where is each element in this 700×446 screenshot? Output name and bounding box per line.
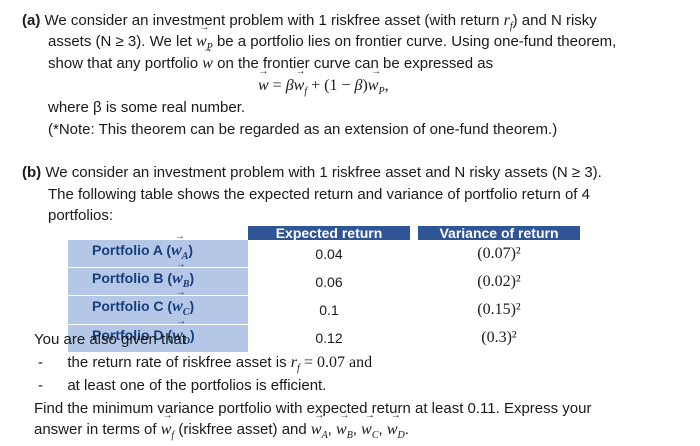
table-row: Portfolio B (wB) 0.06 (0.02)² bbox=[68, 267, 580, 297]
row-name: Portfolio B (wB) bbox=[68, 267, 248, 297]
row-return: 0.1 bbox=[319, 301, 339, 318]
part-b-line-1: (b) We consider an investment problem wi… bbox=[22, 163, 602, 183]
part-b-given: You are also given that bbox=[34, 331, 187, 348]
part-b-bullet-2: - at least one of the portfolios is effi… bbox=[38, 376, 326, 396]
part-b-find-1: Find the minimum variance portfolio with… bbox=[34, 400, 592, 417]
part-b-bullet-1: - the return rate of riskfree asset is r… bbox=[38, 353, 372, 379]
table-row: Portfolio C (wC) 0.1 (0.15)² bbox=[68, 295, 580, 325]
bullet-1-value: = 0.07 and bbox=[303, 354, 373, 371]
row-name: Portfolio A (wA) bbox=[68, 240, 248, 269]
part-a-text-3: show that any portfolio bbox=[48, 55, 203, 72]
header-expected-return: Expected return bbox=[248, 226, 410, 240]
part-a-where: where β is some real number. bbox=[48, 99, 246, 116]
table-row: Portfolio D (wD) 0.12 (0.3)² bbox=[68, 324, 580, 353]
bullet-dash: - bbox=[38, 377, 43, 394]
part-a-text-2-end: be a portfolio lies on frontier curve. U… bbox=[212, 33, 617, 50]
row-name: Portfolio C (wC) bbox=[68, 295, 248, 325]
part-a-label: (a) bbox=[22, 12, 41, 29]
bullet-1-text: the return rate of riskfree asset is bbox=[67, 354, 291, 371]
part-a-note: (*Note: This theorem can be regarded as … bbox=[48, 121, 558, 138]
part-a-text-1: We consider an investment problem with 1… bbox=[44, 12, 504, 29]
part-a-line-1: (a) We consider an investment problem wi… bbox=[22, 11, 597, 37]
find-2-text: answer in terms of bbox=[34, 421, 161, 438]
table-row: Portfolio A (wA) 0.04 (0.07)² bbox=[68, 240, 580, 269]
row-variance: (0.15)² bbox=[477, 300, 521, 318]
part-a-line-2: assets (N ≥ 3). We let wP be a portfolio… bbox=[48, 32, 616, 58]
row-return: 0.12 bbox=[315, 330, 343, 347]
part-a-text-1-end: ) and N risky bbox=[512, 12, 597, 29]
part-a-line-3: show that any portfolio w on the frontie… bbox=[48, 54, 493, 74]
part-b-text-1: We consider an investment problem with 1… bbox=[45, 164, 602, 181]
row-name: Portfolio D (wD) bbox=[68, 324, 248, 353]
header-variance: Variance of return bbox=[418, 226, 580, 240]
find-2-mid: (riskfree asset) and bbox=[174, 421, 311, 438]
row-variance: (0.3)² bbox=[481, 329, 517, 347]
math-rf-2: rf bbox=[290, 354, 300, 375]
row-return: 0.04 bbox=[315, 245, 343, 262]
part-a-equation: w = βwf + (1 − β)wP, bbox=[258, 76, 389, 102]
part-b-line-3: portfolios: bbox=[48, 207, 114, 224]
eq-w: w bbox=[258, 76, 269, 96]
math-rf: rf bbox=[503, 12, 513, 33]
part-a-text-2: assets (N ≥ 3). We let bbox=[48, 33, 196, 50]
row-return: 0.06 bbox=[315, 273, 343, 290]
portfolio-table: Expected return Variance of return Portf… bbox=[68, 226, 580, 353]
row-variance: (0.07)² bbox=[477, 244, 521, 262]
part-a-text-3-end: on the frontier curve can be expressed a… bbox=[212, 55, 494, 72]
part-b-find-2: answer in terms of wf (riskfree asset) a… bbox=[34, 420, 409, 446]
bullet-2-text: at least one of the portfolios is effici… bbox=[67, 377, 327, 394]
part-b-line-2: The following table shows the expected r… bbox=[48, 186, 590, 203]
row-variance: (0.02)² bbox=[477, 272, 521, 290]
table-header-row: Expected return Variance of return bbox=[68, 226, 580, 240]
math-w: w bbox=[202, 54, 213, 74]
part-b-label: (b) bbox=[22, 164, 42, 181]
bullet-dash: - bbox=[38, 354, 43, 371]
